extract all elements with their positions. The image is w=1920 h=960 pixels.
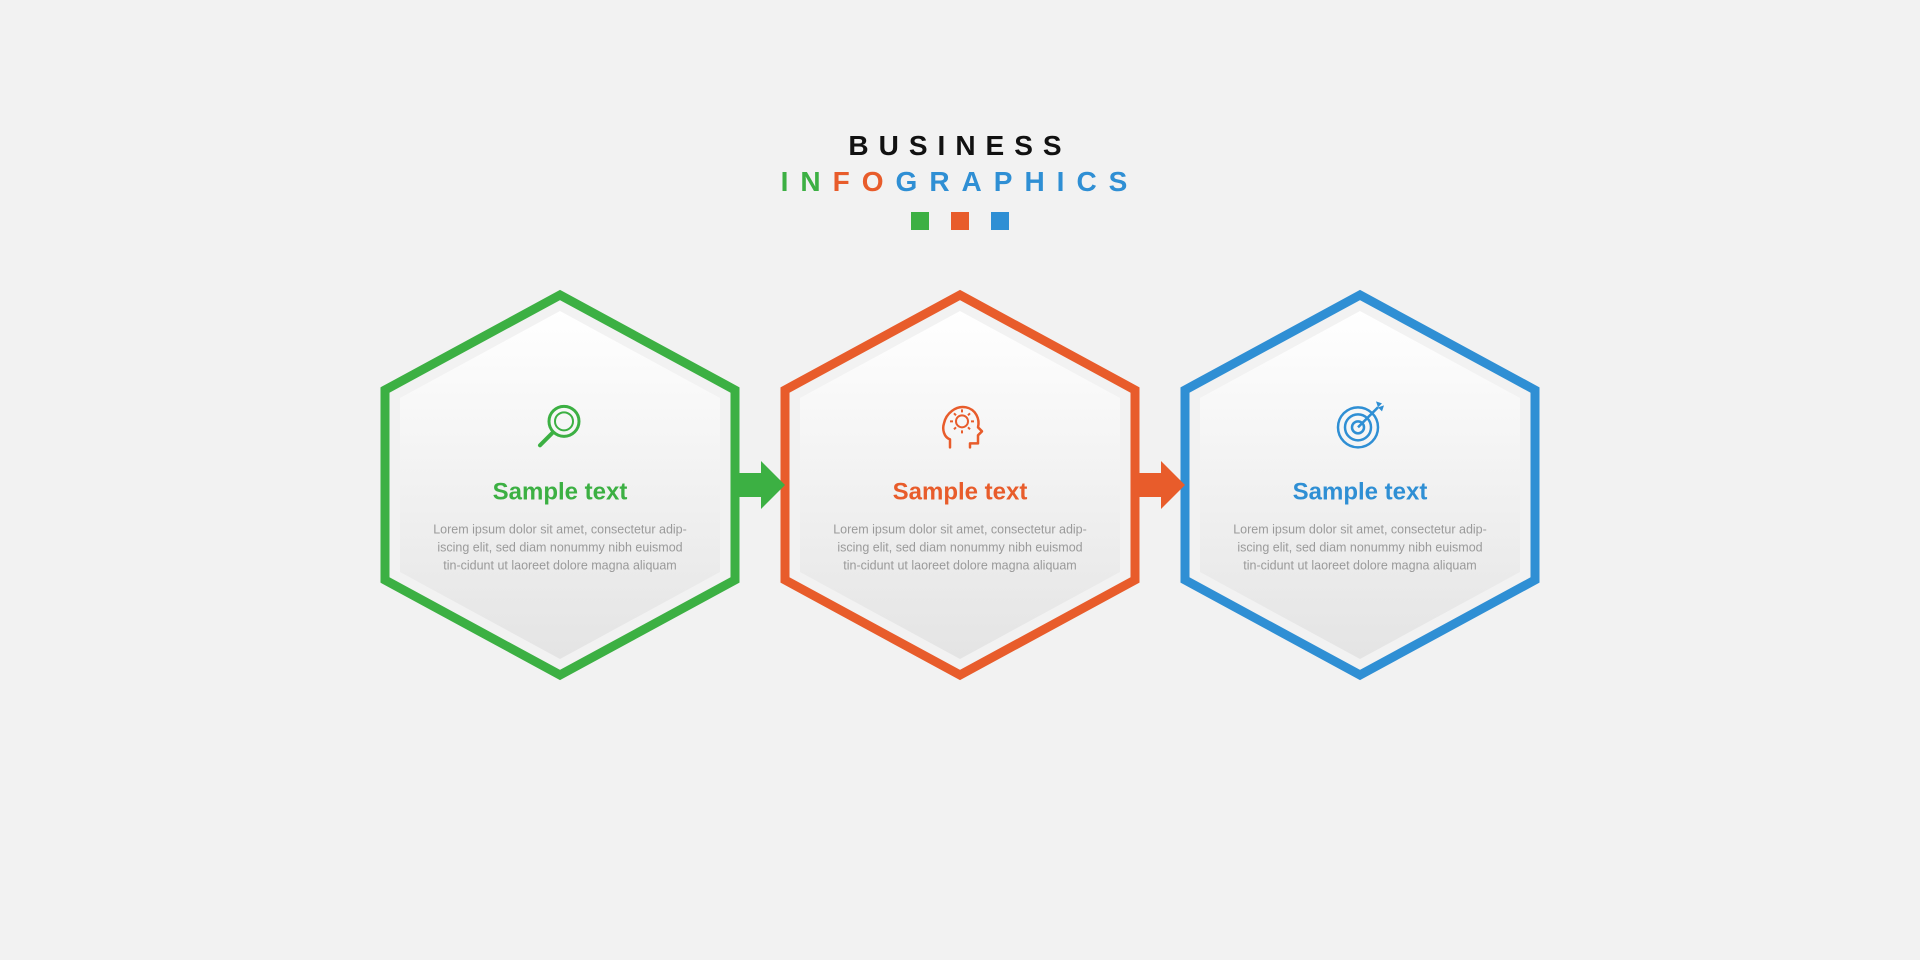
flow-arrow-1 bbox=[735, 455, 785, 515]
step-1-body: Lorem ipsum dolor sit amet, consectetur … bbox=[430, 520, 690, 574]
step-2-title: Sample text bbox=[893, 478, 1028, 506]
swatch-0 bbox=[911, 212, 929, 230]
hexagon-step-1: Sample text Lorem ipsum dolor sit amet, … bbox=[360, 285, 760, 685]
swatch-1 bbox=[951, 212, 969, 230]
title-block: BUSINESS INFOGRAPHICS bbox=[781, 130, 1140, 230]
head-gear-icon bbox=[930, 395, 990, 460]
hexagon-step-3: Sample text Lorem ipsum dolor sit amet, … bbox=[1160, 285, 1560, 685]
title-seg-2: GRAPHICS bbox=[896, 166, 1140, 197]
title-line-1: BUSINESS bbox=[781, 130, 1140, 162]
hexagon-content-1: Sample text Lorem ipsum dolor sit amet, … bbox=[430, 395, 690, 574]
title-seg-0: IN bbox=[781, 166, 833, 197]
step-3-title: Sample text bbox=[1293, 478, 1428, 506]
title-seg-1: FO bbox=[833, 166, 896, 197]
color-swatches bbox=[781, 212, 1140, 230]
swatch-2 bbox=[991, 212, 1009, 230]
target-icon bbox=[1330, 395, 1390, 460]
hexagon-content-2: Sample text Lorem ipsum dolor sit amet, … bbox=[830, 395, 1090, 574]
step-1-title: Sample text bbox=[493, 478, 628, 506]
step-2-body: Lorem ipsum dolor sit amet, consectetur … bbox=[830, 520, 1090, 574]
flow-arrow-2 bbox=[1135, 455, 1185, 515]
step-3-body: Lorem ipsum dolor sit amet, consectetur … bbox=[1230, 520, 1490, 574]
hexagon-step-2: Sample text Lorem ipsum dolor sit amet, … bbox=[760, 285, 1160, 685]
magnifier-icon bbox=[530, 395, 590, 460]
title-line-2: INFOGRAPHICS bbox=[781, 166, 1140, 198]
hexagon-flow: Sample text Lorem ipsum dolor sit amet, … bbox=[360, 285, 1560, 685]
hexagon-content-3: Sample text Lorem ipsum dolor sit amet, … bbox=[1230, 395, 1490, 574]
